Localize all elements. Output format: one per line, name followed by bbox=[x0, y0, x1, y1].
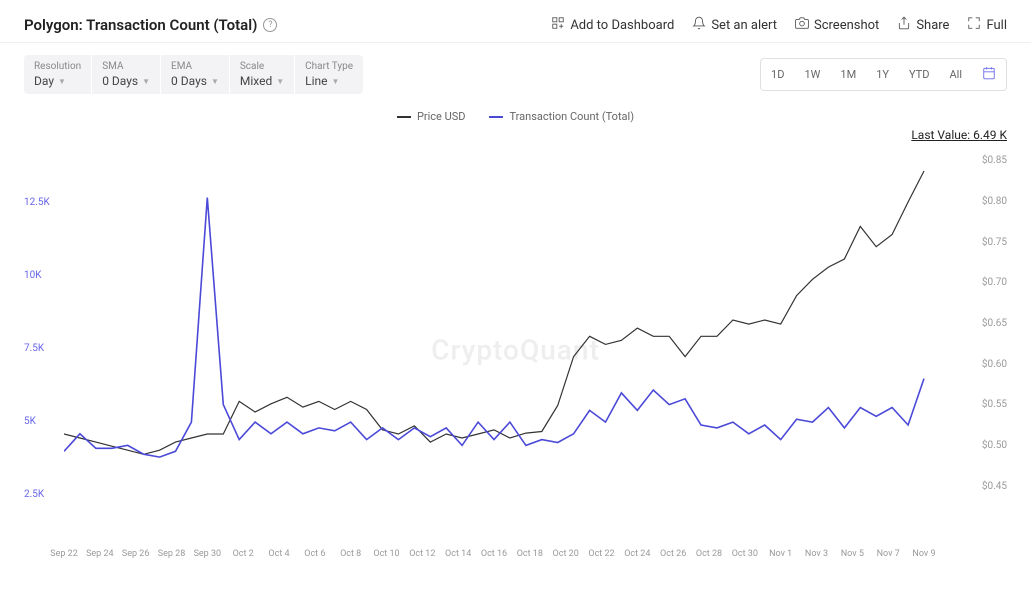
x-tick: Oct 6 bbox=[304, 549, 325, 559]
y-left-tick: 10K bbox=[24, 270, 42, 281]
y-left-tick: 2.5K bbox=[24, 489, 44, 500]
x-tick: Nov 5 bbox=[841, 549, 864, 559]
y-left-tick: 7.5K bbox=[24, 343, 44, 354]
x-tick: Sep 26 bbox=[122, 549, 150, 559]
bell-button[interactable]: Set an alert bbox=[692, 16, 777, 34]
x-tick: Nov 3 bbox=[805, 549, 828, 559]
y-right-tick: $0.55 bbox=[982, 399, 1007, 410]
y-right-tick: $0.50 bbox=[982, 440, 1007, 451]
help-icon[interactable]: ? bbox=[263, 18, 277, 32]
chevron-down-icon: ▼ bbox=[142, 77, 150, 86]
x-tick: Oct 16 bbox=[481, 549, 507, 559]
x-tick: Oct 22 bbox=[588, 549, 614, 559]
legend-item[interactable]: Transaction Count (Total) bbox=[489, 110, 634, 123]
header-actions: Add to Dashboard Set an alert Screenshot Sh… bbox=[551, 16, 1007, 34]
x-tick: Oct 20 bbox=[553, 549, 579, 559]
dropdown-resolution[interactable]: ResolutionDay ▼ bbox=[24, 55, 92, 94]
y-right-tick: $0.60 bbox=[982, 359, 1007, 370]
dashboard-add-button[interactable]: Add to Dashboard bbox=[551, 16, 674, 34]
y-left-tick: 12.5K bbox=[24, 197, 50, 208]
range-ytd[interactable]: YTD bbox=[901, 62, 937, 87]
y-right-tick: $0.75 bbox=[982, 237, 1007, 248]
x-tick: Oct 14 bbox=[445, 549, 471, 559]
time-range-selector: 1D1W1M1YYTDAll bbox=[760, 58, 1007, 91]
chart: CryptoQuant 2.5K5K7.5K10K12.5K$0.45$0.50… bbox=[24, 135, 1007, 565]
y-right-tick: $0.65 bbox=[982, 318, 1007, 329]
y-right-tick: $0.85 bbox=[982, 155, 1007, 166]
share-button[interactable]: Share bbox=[897, 16, 949, 34]
x-tick: Sep 28 bbox=[158, 549, 186, 559]
x-tick: Nov 9 bbox=[912, 549, 935, 559]
x-tick: Oct 4 bbox=[268, 549, 289, 559]
y-left-tick: 5K bbox=[24, 416, 36, 427]
x-tick: Nov 1 bbox=[769, 549, 792, 559]
expand-button[interactable]: Full bbox=[967, 16, 1007, 34]
controls-left: ResolutionDay ▼SMA0 Days ▼EMA0 Days ▼Sca… bbox=[24, 55, 363, 94]
dropdown-scale[interactable]: ScaleMixed ▼ bbox=[230, 55, 295, 94]
calendar-icon[interactable] bbox=[974, 61, 1004, 88]
chevron-down-icon: ▼ bbox=[211, 77, 219, 86]
x-tick: Oct 28 bbox=[696, 549, 722, 559]
x-tick: Sep 30 bbox=[194, 549, 222, 559]
dropdown-ema[interactable]: EMA0 Days ▼ bbox=[161, 55, 230, 94]
x-tick: Oct 2 bbox=[233, 549, 254, 559]
y-right-tick: $0.80 bbox=[982, 196, 1007, 207]
dashboard-add-icon bbox=[551, 16, 565, 34]
x-tick: Oct 12 bbox=[409, 549, 435, 559]
x-tick: Oct 18 bbox=[517, 549, 543, 559]
y-right-tick: $0.45 bbox=[982, 481, 1007, 492]
y-right-tick: $0.70 bbox=[982, 277, 1007, 288]
chevron-down-icon: ▼ bbox=[58, 77, 66, 86]
range-1m[interactable]: 1M bbox=[832, 62, 864, 87]
range-1d[interactable]: 1D bbox=[763, 62, 792, 87]
page-title: Polygon: Transaction Count (Total) bbox=[24, 16, 257, 34]
x-tick: Oct 10 bbox=[373, 549, 399, 559]
camera-icon bbox=[795, 16, 809, 34]
chevron-down-icon: ▼ bbox=[332, 77, 340, 86]
legend-item[interactable]: Price USD bbox=[397, 110, 466, 123]
dropdown-sma[interactable]: SMA0 Days ▼ bbox=[92, 55, 161, 94]
dropdown-chart-type[interactable]: Chart TypeLine ▼ bbox=[295, 55, 363, 94]
legend: Price USD Transaction Count (Total) bbox=[0, 106, 1031, 131]
range-all[interactable]: All bbox=[941, 62, 970, 87]
x-tick: Sep 24 bbox=[86, 549, 114, 559]
x-tick: Oct 24 bbox=[624, 549, 650, 559]
x-tick: Sep 22 bbox=[50, 549, 78, 559]
camera-button[interactable]: Screenshot bbox=[795, 16, 879, 34]
expand-icon bbox=[967, 16, 981, 34]
x-tick: Nov 7 bbox=[877, 549, 900, 559]
x-tick: Oct 8 bbox=[340, 549, 361, 559]
bell-icon bbox=[692, 16, 706, 34]
range-1w[interactable]: 1W bbox=[796, 62, 828, 87]
chevron-down-icon: ▼ bbox=[276, 77, 284, 86]
x-tick: Oct 30 bbox=[732, 549, 758, 559]
share-icon bbox=[897, 16, 911, 34]
x-tick: Oct 26 bbox=[660, 549, 686, 559]
range-1y[interactable]: 1Y bbox=[868, 62, 897, 87]
